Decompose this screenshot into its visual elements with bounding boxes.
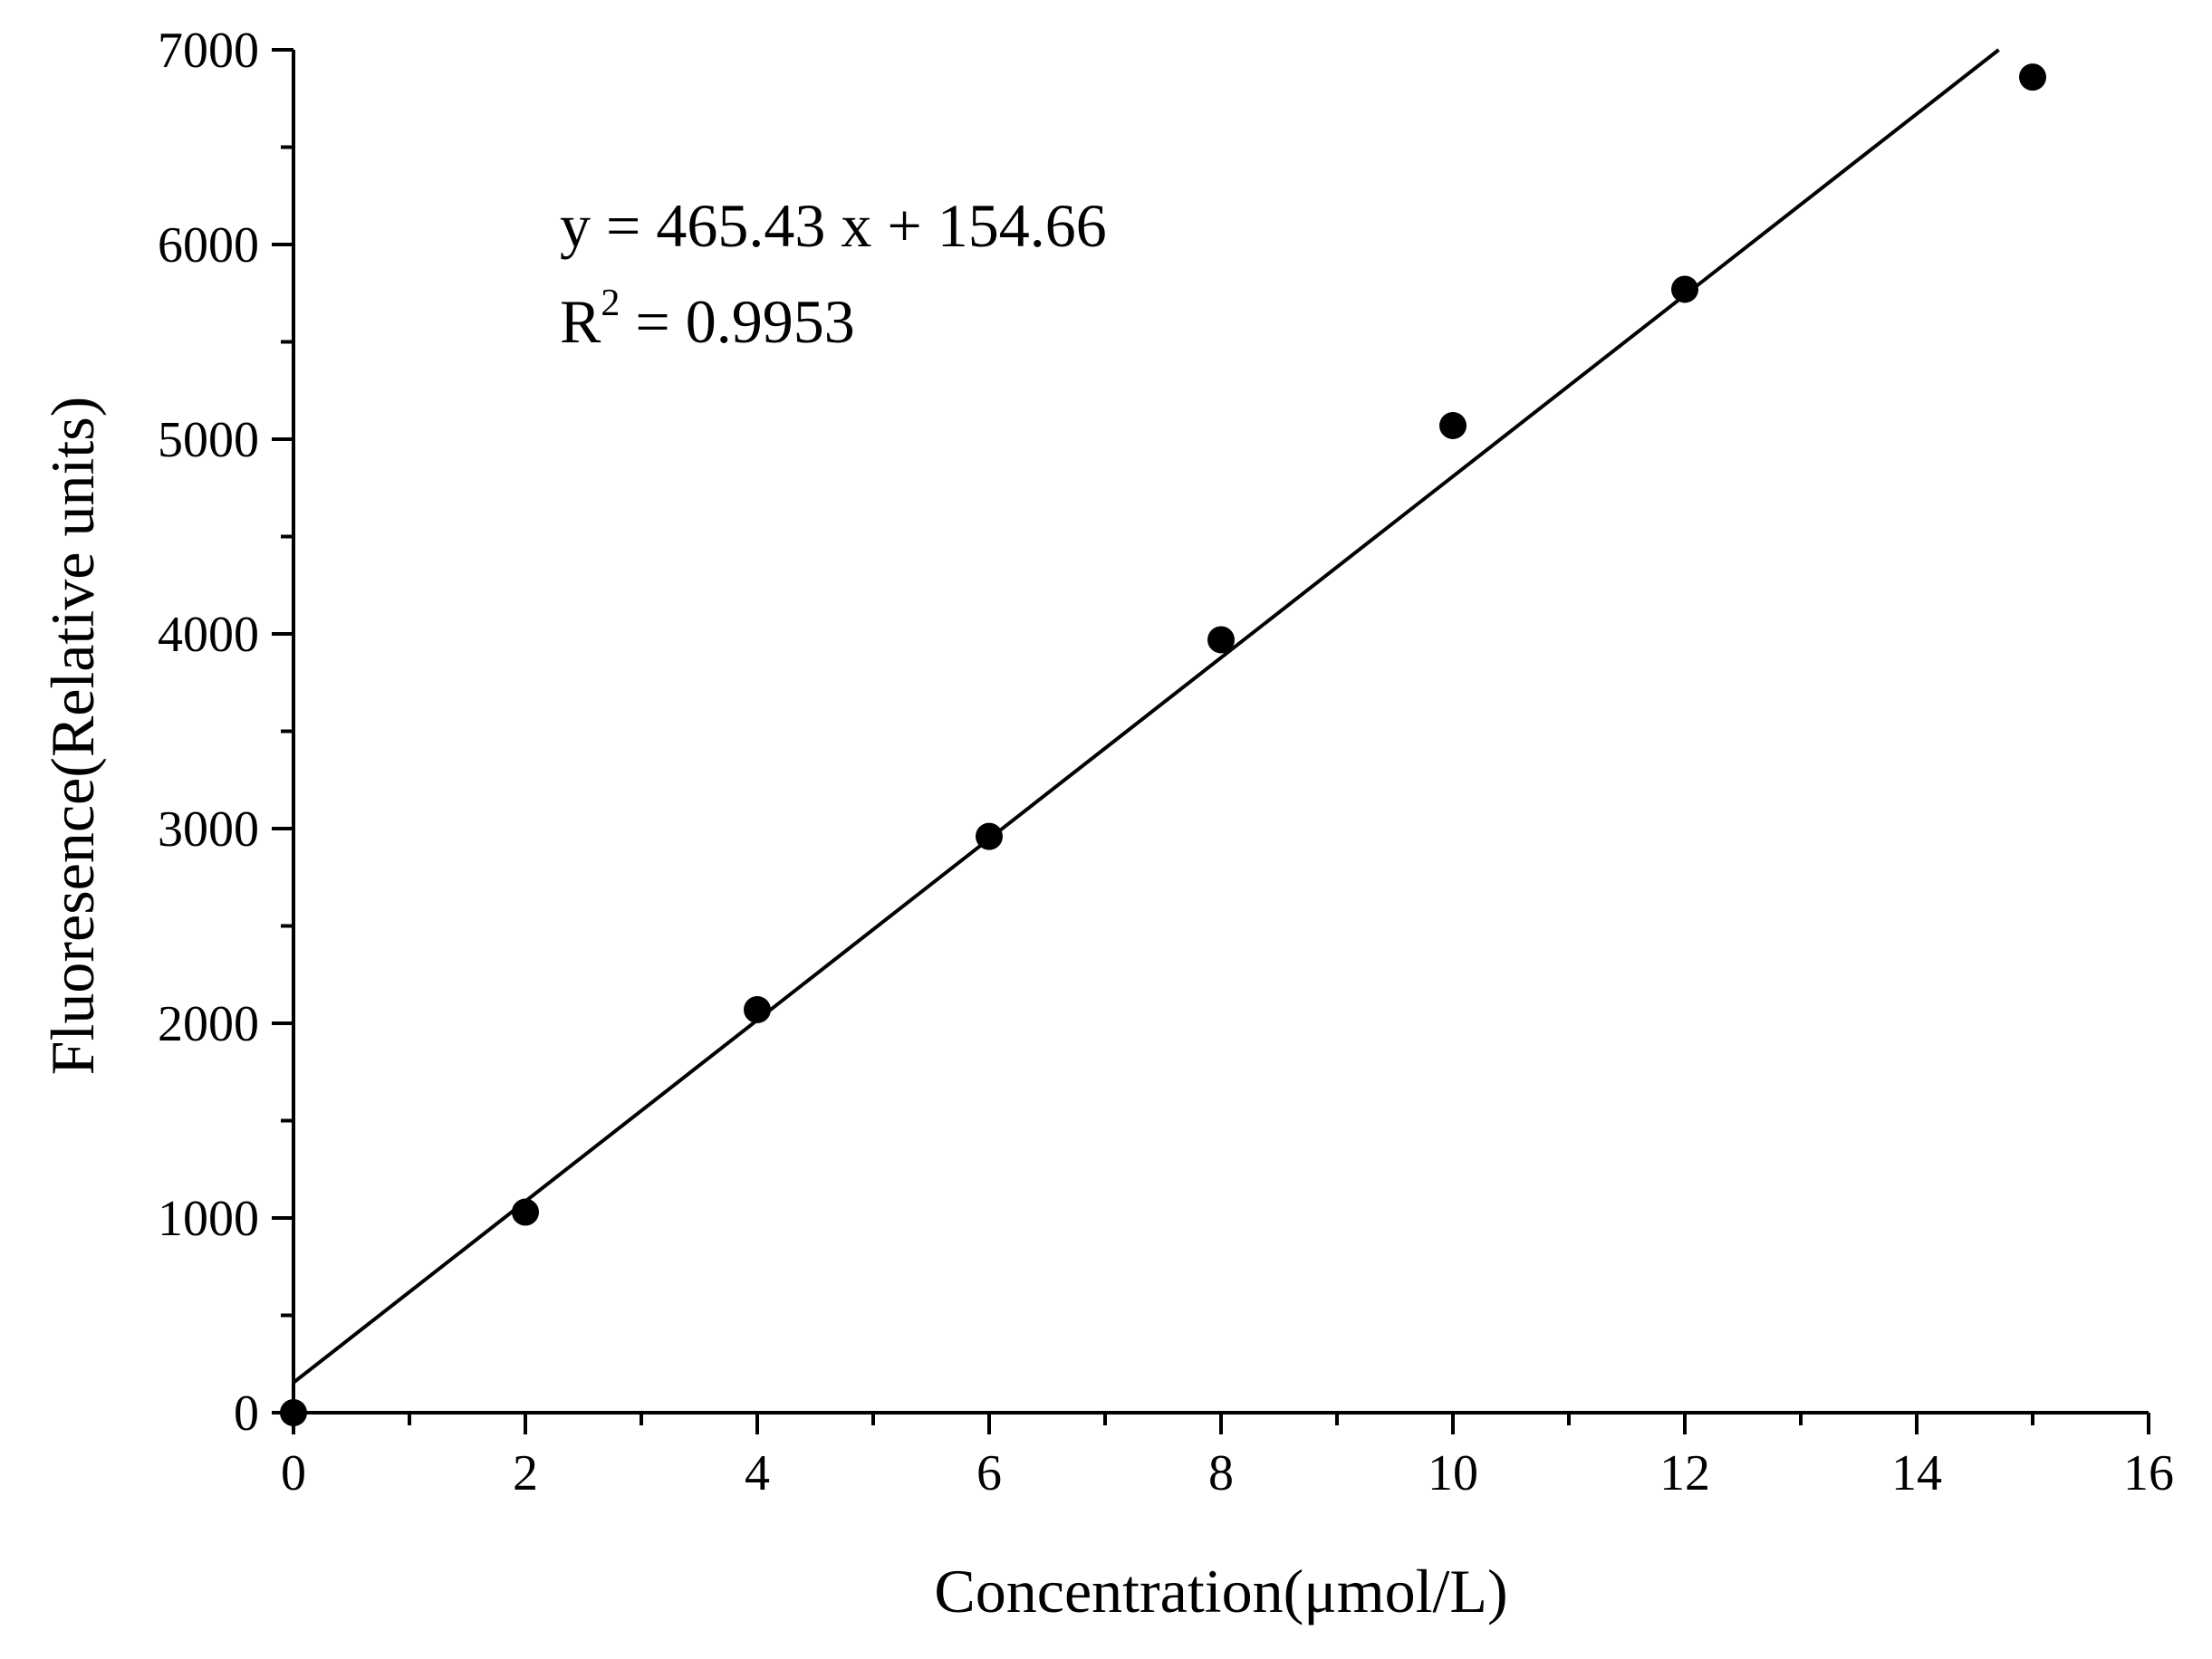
x-tick-label: 12	[1659, 1445, 1710, 1501]
x-tick-label: 8	[1208, 1445, 1234, 1501]
data-point	[976, 822, 1003, 850]
data-point	[1671, 275, 1698, 303]
y-tick-label: 5000	[158, 412, 259, 468]
fit-line	[292, 48, 2000, 1385]
x-tick-label: 16	[2123, 1445, 2174, 1501]
data-point	[1439, 411, 1467, 439]
x-tick-label: 2	[513, 1445, 538, 1501]
r-squared-superscript: 2	[601, 283, 620, 324]
x-tick-label: 0	[281, 1445, 306, 1501]
r-squared-annotation: R2 = 0.9953	[560, 283, 855, 356]
tick-labels: 0 2 4 6 8 10 12 14 16 0 1000 2000 3000 4000 5000 6000 70…	[158, 23, 2174, 1501]
y-tick-label: 4000	[158, 607, 259, 663]
data-point	[744, 995, 771, 1023]
r-squared-prefix: R	[560, 287, 601, 356]
x-tick-label: 4	[745, 1445, 770, 1501]
x-tick-label: 10	[1428, 1445, 1478, 1501]
data-points	[280, 63, 2046, 1426]
data-point	[280, 1399, 307, 1426]
data-point	[512, 1198, 539, 1226]
y-tick-label: 3000	[158, 801, 259, 858]
y-tick-label: 6000	[158, 217, 259, 273]
y-tick-label: 7000	[158, 23, 259, 79]
y-axis-title: Fluoresence(Relative units)	[38, 397, 107, 1076]
x-tick-label: 14	[1891, 1445, 1942, 1501]
r-squared-value: = 0.9953	[620, 287, 854, 356]
y-tick-label: 1000	[158, 1191, 259, 1247]
y-tick-label: 2000	[158, 996, 259, 1052]
regression-equation: y = 465.43 x + 154.66	[560, 191, 1107, 260]
x-axis-title: Concentration(μmol/L)	[934, 1557, 1507, 1625]
fit-line-group	[292, 48, 2000, 1385]
ticks	[272, 48, 2150, 1434]
data-point	[1207, 626, 1235, 654]
data-point	[2019, 63, 2046, 91]
y-tick-label: 0	[234, 1386, 259, 1442]
x-tick-label: 6	[976, 1445, 1002, 1501]
